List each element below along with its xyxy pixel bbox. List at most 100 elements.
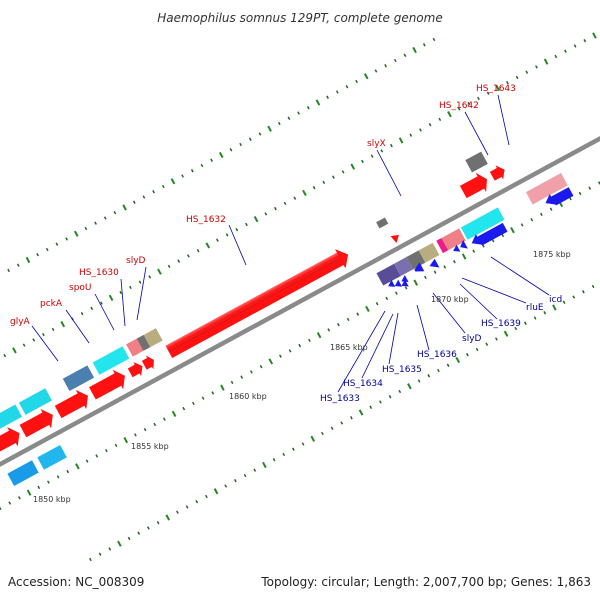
minor-tick	[432, 37, 436, 42]
gene-label-glya[interactable]: glyA	[10, 317, 31, 327]
minor-tick	[190, 169, 194, 173]
minor-tick	[583, 39, 587, 43]
minor-tick	[588, 186, 592, 190]
minor-tick	[187, 254, 190, 258]
gene-box-pink[interactable]	[441, 228, 466, 251]
gene-box-slate[interactable]	[376, 263, 401, 286]
gene-label-hs1632[interactable]: HS_1632	[186, 215, 226, 225]
gene-label-rlue[interactable]: rluE	[526, 303, 544, 313]
minor-tick	[337, 322, 340, 327]
gene-arrow-blue[interactable]	[451, 244, 461, 255]
minor-tick	[409, 133, 413, 137]
gene-arrow-blue[interactable]	[386, 279, 396, 290]
gene-arrow-reverse[interactable]	[7, 460, 39, 486]
major-tick	[165, 514, 171, 521]
gene-arrow-spou[interactable]	[126, 359, 146, 380]
minor-tick	[312, 185, 316, 190]
minor-tick	[134, 433, 137, 437]
minor-tick	[327, 328, 331, 332]
gene-label-icd[interactable]: icd	[549, 295, 562, 305]
gene-arrow-reverse[interactable]	[37, 445, 67, 470]
minor-tick	[361, 159, 364, 164]
minor-tick	[356, 312, 360, 316]
gene-arrow-hs1643[interactable]	[488, 163, 508, 184]
gene-box-steelblue[interactable]	[62, 365, 95, 392]
gene-box-cyan[interactable]	[0, 404, 23, 432]
minor-tick	[350, 416, 353, 420]
major-tick	[350, 163, 356, 170]
minor-tick	[7, 268, 10, 273]
minor-tick	[562, 300, 566, 304]
gene-box-magenta[interactable]	[436, 237, 449, 254]
gene-arrow-slyx[interactable]	[390, 232, 401, 244]
minor-tick	[65, 237, 68, 241]
minor-tick	[293, 196, 297, 200]
gene-label-pcka[interactable]: pckA	[40, 299, 63, 309]
gene-label-hs1635[interactable]: HS_1635	[382, 365, 422, 375]
minor-tick	[100, 301, 103, 305]
gene-box-khaki[interactable]	[143, 328, 163, 348]
minor-tick	[195, 500, 199, 504]
gene-arrow-blue[interactable]	[458, 239, 468, 252]
minor-tick	[152, 190, 155, 194]
minor-tick	[98, 552, 102, 556]
gene-label-slyx[interactable]: slyX	[367, 139, 386, 149]
minor-tick	[148, 275, 152, 279]
gene-label-hs1639[interactable]: HS_1639	[481, 319, 521, 329]
gene-box-slate[interactable]	[394, 257, 414, 277]
major-tick	[268, 358, 274, 365]
gene-label-hs1634[interactable]: HS_1634	[343, 379, 383, 389]
gene-box-cyan[interactable]	[18, 388, 52, 415]
gene-box-gray-slyx[interactable]	[376, 217, 389, 229]
major-tick	[108, 294, 114, 301]
gene-label-hs1636[interactable]: HS_1636	[417, 350, 457, 360]
gene-box-cyan[interactable]	[460, 207, 505, 240]
minor-tick	[417, 379, 421, 383]
gene-box-khaki[interactable]	[418, 242, 440, 263]
gene-box-gray[interactable]	[136, 334, 151, 351]
minor-tick	[32, 338, 36, 342]
minor-tick	[105, 448, 108, 453]
gene-box-pink[interactable]	[126, 338, 144, 357]
leader-pcka	[65, 309, 90, 344]
major-tick	[213, 488, 219, 495]
gene-box-cyan-spou[interactable]	[92, 346, 130, 375]
gene-arrow-blue-large[interactable]	[543, 184, 574, 209]
gene-label-hs1633[interactable]: HS_1633	[320, 394, 360, 404]
gene-box-gray-hs1643[interactable]	[465, 151, 488, 173]
gene-arrow-blue[interactable]	[393, 279, 403, 290]
gene-label-hs1630[interactable]: HS_1630	[79, 268, 119, 278]
minor-tick	[235, 227, 239, 232]
gene-label-spou[interactable]: spoU	[69, 283, 92, 293]
minor-tick	[525, 70, 529, 74]
major-tick	[413, 279, 419, 286]
gene-label-hs1642[interactable]: HS_1642	[439, 101, 479, 111]
accession-text: Accession: NC_008309	[8, 575, 145, 589]
minor-tick	[16, 263, 20, 267]
gene-arrow-blue[interactable]	[413, 262, 425, 275]
gene-label-slyd[interactable]: slyD	[126, 256, 146, 266]
minor-tick	[543, 311, 547, 315]
gene-arrow-blue[interactable]	[428, 258, 440, 272]
gene-arrow-pcka[interactable]	[87, 366, 130, 403]
minor-tick	[535, 65, 538, 69]
gene-arrow[interactable]	[0, 423, 25, 457]
gene-arrow-blue-large[interactable]	[469, 220, 508, 249]
minor-tick	[243, 473, 247, 478]
gene-arrow-blue[interactable]	[399, 274, 409, 285]
gene-arrow-hs1630[interactable]	[140, 353, 157, 372]
gene-arrow-hs1642[interactable]	[458, 169, 492, 201]
gene-label-hs1643[interactable]: HS_1643	[476, 84, 516, 94]
gene-arrow[interactable]	[18, 405, 58, 441]
major-tick	[60, 321, 66, 328]
minor-tick	[240, 375, 244, 379]
minor-tick	[234, 479, 237, 483]
minor-tick	[132, 200, 136, 204]
minor-tick	[346, 317, 350, 322]
minor-tick	[428, 123, 432, 127]
gene-label-slyd-2[interactable]: slyD	[462, 334, 482, 344]
gene-arrow-glya[interactable]	[53, 386, 93, 422]
gene-box-pink[interactable]	[525, 173, 568, 205]
gene-arrow-blue[interactable]	[400, 279, 409, 289]
minor-tick	[90, 306, 94, 311]
